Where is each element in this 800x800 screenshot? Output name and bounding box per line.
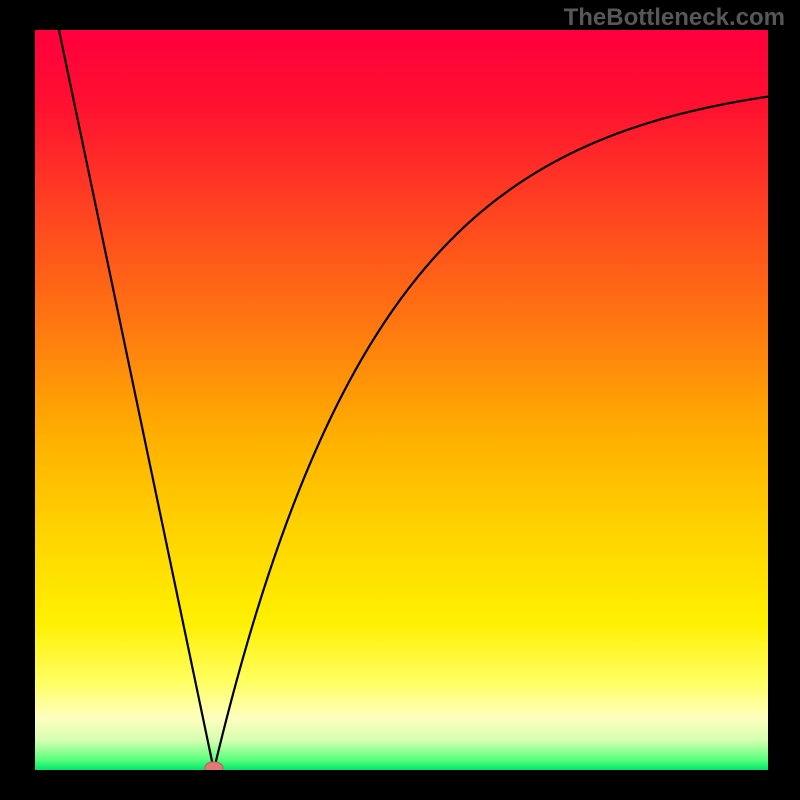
watermark-label: TheBottleneck.com xyxy=(564,4,785,32)
plot-background xyxy=(35,30,768,770)
chart-container: TheBottleneck.com xyxy=(0,0,800,800)
minimum-marker xyxy=(205,762,223,770)
bottleneck-plot xyxy=(35,30,768,770)
